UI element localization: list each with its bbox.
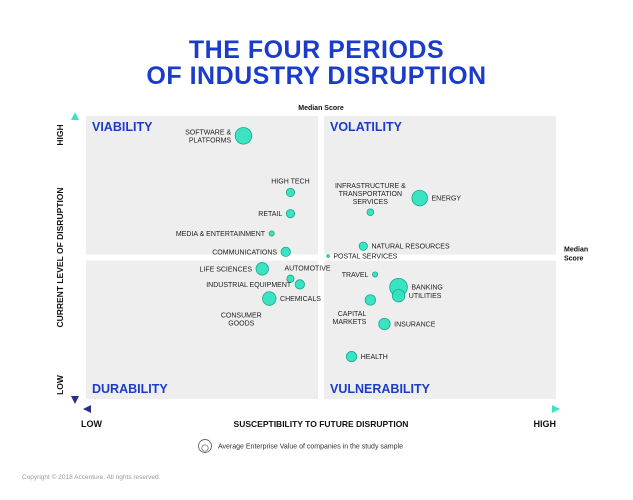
- y-axis-arrow-top: [71, 112, 79, 120]
- legend-bubble-icon-inner: [201, 444, 209, 452]
- bubble-point-2: [285, 209, 296, 219]
- bubble-point-1: [285, 187, 296, 197]
- bubble-point-20: [345, 350, 358, 363]
- bubble-point-7: [294, 279, 305, 290]
- median-score-label-y-1: Score: [564, 256, 584, 263]
- bubble-label-6-0: AUTOMOTIVE: [284, 266, 330, 273]
- bubble-label-11-0: ENERGY: [432, 196, 462, 203]
- bubble-point-6: [286, 274, 295, 283]
- quadrant-durability-panel: [86, 260, 318, 399]
- bubble-point-19: [378, 317, 391, 331]
- bubble-label-10-2: SERVICES: [353, 199, 389, 206]
- bubble-point-0: [234, 127, 253, 145]
- bubble-label-16-0: UTILITIES: [409, 293, 442, 300]
- bubble-point-3: [268, 230, 275, 237]
- median-score-label-x: Median Score: [298, 105, 344, 112]
- quadrant-label-viability: VIABILITY: [92, 120, 153, 134]
- bubble-label-10-1: TRANSPORTATION: [339, 191, 402, 198]
- x-axis-low-label: LOW: [81, 419, 102, 429]
- chart-title-line-2: OF INDUSTRY DISRUPTION: [146, 62, 487, 90]
- bubble-label-18-1: MARKETS: [333, 319, 367, 326]
- bubble-label-9-1: GOODS: [228, 321, 254, 328]
- y-axis-low-label: LOW: [55, 374, 65, 395]
- bubble-label-12-0: NATURAL RESOURCES: [371, 244, 450, 251]
- bubble-label-5-0: LIFE SCIENCES: [199, 266, 252, 273]
- bubble-label-8-0: CHEMICALS: [280, 296, 321, 303]
- bubble-label-7-0: INDUSTRIAL EQUIPMENT: [206, 282, 292, 289]
- quadrant-viability-panel: [86, 116, 318, 255]
- bubble-label-0-0: SOFTWARE &: [185, 129, 231, 136]
- x-axis-arrow-right: [552, 405, 560, 413]
- legend-text: Average Enterprise Value of companies in…: [218, 444, 403, 451]
- x-axis-arrow-left: [83, 405, 91, 413]
- bubble-label-18-0: CAPITAL: [338, 311, 367, 318]
- bubble-point-10: [366, 208, 375, 216]
- x-axis-high-label: HIGH: [534, 419, 557, 429]
- bubble-point-11: [411, 189, 428, 207]
- bubble-label-15-0: BANKING: [411, 285, 443, 292]
- bubble-label-10-0: INFRASTRUCTURE &: [335, 183, 406, 190]
- bubble-point-12: [358, 241, 368, 251]
- bubble-point-5: [255, 262, 269, 276]
- quadrant-label-vulnerability: VULNERABILITY: [330, 382, 431, 396]
- bubble-point-16: [391, 289, 406, 303]
- legend-bubble-icon: [198, 439, 212, 453]
- bubble-label-1-0: HIGH TECH: [271, 178, 309, 185]
- y-axis-arrow-bottom: [71, 396, 79, 404]
- copyright-footer: Copyright © 2018 Accenture. All rights r…: [22, 474, 161, 481]
- bubble-label-13-0: POSTAL SERVICES: [333, 254, 397, 261]
- chart-title-line-1: THE FOUR PERIODS: [188, 36, 445, 64]
- quadrant-vulnerability-panel: [324, 260, 556, 399]
- bubble-label-19-0: INSURANCE: [394, 322, 436, 329]
- median-score-label-y-0: Median: [564, 247, 588, 254]
- bubble-label-14-0: TRAVEL: [342, 272, 369, 279]
- bubble-label-9-0: CONSUMER: [221, 313, 262, 320]
- bubble-point-14: [372, 271, 379, 278]
- quadrant-volatility-panel: [324, 116, 556, 255]
- y-axis-high-label: HIGH: [55, 124, 65, 145]
- bubble-label-20-0: HEALTH: [361, 354, 388, 361]
- bubble-label-2-0: RETAIL: [258, 211, 282, 218]
- bubble-point-13: [326, 254, 330, 258]
- bubble-point-17: [364, 294, 376, 306]
- bubble-point-8: [262, 291, 277, 306]
- x-axis-title: SUSCEPTIBILITY TO FUTURE DISRUPTION: [234, 419, 409, 429]
- bubble-point-4: [280, 246, 291, 257]
- bubble-label-4-0: COMMUNICATIONS: [212, 249, 277, 256]
- bubble-label-0-1: PLATFORMS: [189, 137, 232, 144]
- y-axis-title: CURRENT LEVEL OF DISRUPTION: [55, 187, 65, 327]
- bubble-label-3-0: MEDIA & ENTERTAINMENT: [176, 231, 266, 238]
- quadrant-label-durability: DURABILITY: [92, 382, 168, 396]
- quadrant-label-volatility: VOLATILITY: [330, 120, 403, 134]
